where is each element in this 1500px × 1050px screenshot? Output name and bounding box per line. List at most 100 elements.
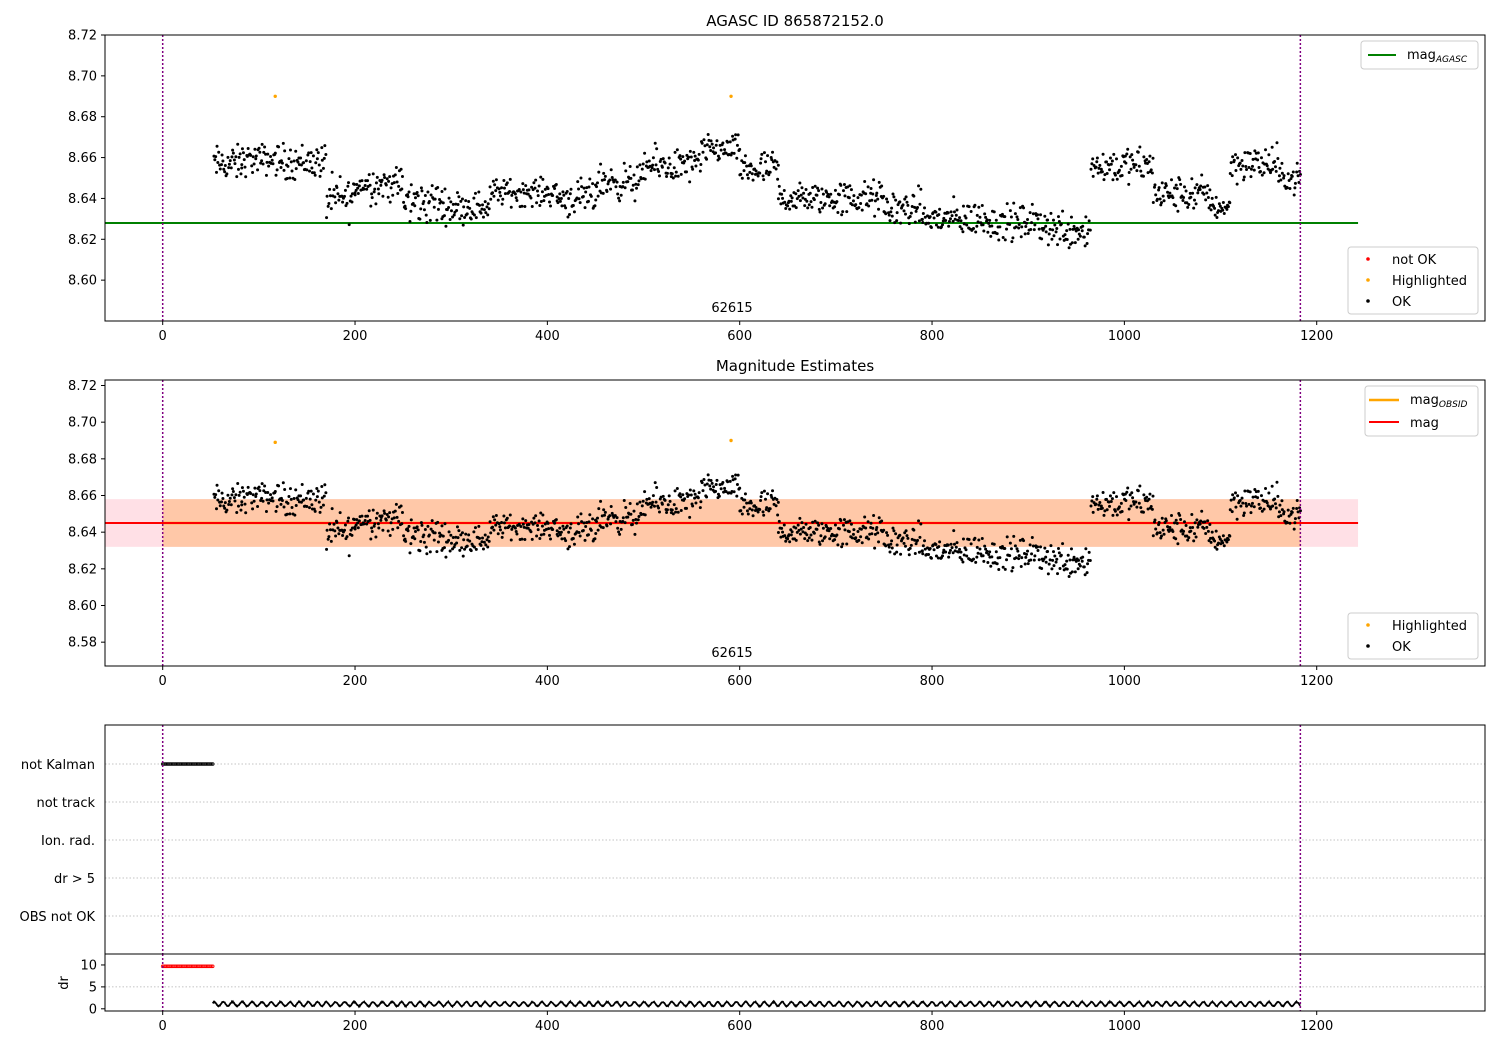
ok-point [538, 204, 542, 208]
ok-point [407, 524, 411, 528]
ok-point [923, 547, 927, 551]
ok-point [812, 198, 816, 202]
ok-point [320, 146, 324, 150]
ok-point [312, 171, 316, 175]
ok-point [1085, 242, 1089, 246]
ok-point [393, 509, 397, 513]
ok-point [584, 524, 588, 528]
ok-point [491, 515, 495, 519]
ok-point [1236, 494, 1240, 498]
ok-point [271, 499, 275, 503]
ok-point [1174, 518, 1178, 522]
ok-point [1279, 514, 1283, 518]
ok-point [890, 539, 894, 543]
ok-point [514, 530, 518, 534]
ok-point [1009, 547, 1013, 551]
ok-point [285, 176, 289, 180]
ok-point [964, 216, 968, 220]
ok-point [389, 521, 393, 525]
ok-point [254, 157, 258, 161]
ok-point [1112, 491, 1116, 495]
ok-point [954, 545, 958, 549]
ok-point [285, 512, 289, 516]
ok-point [782, 523, 786, 527]
ok-point [1259, 494, 1263, 498]
ok-point [1243, 151, 1247, 155]
ok-point [840, 213, 844, 217]
ok-point [1244, 165, 1248, 169]
ok-point [1012, 201, 1016, 205]
ok-point [1175, 521, 1179, 525]
ok-point [234, 493, 238, 497]
ok-point [374, 516, 378, 520]
ok-point [554, 183, 558, 187]
panel1-y-tick-label: 8.70 [68, 69, 97, 84]
ok-point [487, 207, 491, 211]
ok-point [1046, 550, 1050, 554]
ok-point [626, 515, 630, 519]
ok-point [702, 138, 706, 142]
ok-point [1166, 190, 1170, 194]
ok-point [454, 202, 458, 206]
ok-point [246, 147, 250, 151]
panel4-y-tick-label: 5 [89, 980, 97, 995]
ok-point [1296, 510, 1300, 514]
ok-point [1117, 505, 1121, 509]
ok-point [1017, 223, 1021, 227]
ok-point [641, 162, 645, 166]
ok-point [919, 522, 923, 526]
ok-point [546, 521, 550, 525]
panel1-legend-lines: magAGASC [1360, 40, 1479, 70]
ok-point [1282, 176, 1286, 180]
ok-point [779, 535, 783, 539]
ok-point [428, 550, 432, 554]
ok-point [647, 159, 651, 163]
ok-point [875, 191, 879, 195]
ok-point [1251, 495, 1255, 499]
ok-point [1030, 202, 1034, 206]
ok-point [1280, 161, 1284, 165]
ok-point [1123, 154, 1127, 158]
ok-point [683, 159, 687, 163]
ok-point [486, 545, 490, 549]
panel4-x-tick-label: 1000 [1108, 1019, 1141, 1034]
ok-point [500, 186, 504, 190]
ok-point [1020, 556, 1024, 560]
ok-point [774, 504, 778, 508]
ok-point [273, 490, 277, 494]
ok-point [777, 184, 781, 188]
ok-point [632, 173, 636, 177]
ok-point [743, 154, 747, 158]
ok-point [229, 503, 233, 507]
ok-point [810, 538, 814, 542]
ok-point [632, 509, 636, 513]
ok-point [223, 170, 227, 174]
ok-point [1051, 218, 1055, 222]
ok-point [992, 210, 996, 214]
ok-point [705, 495, 709, 499]
ok-point [613, 514, 617, 518]
ok-point [521, 188, 525, 192]
ok-point [690, 165, 694, 169]
ok-point [929, 225, 933, 229]
ok-point [406, 195, 410, 199]
ok-point [591, 517, 595, 521]
ok-point [250, 501, 254, 505]
ok-point [567, 197, 571, 201]
ok-point [539, 200, 543, 204]
ok-point [478, 203, 482, 207]
ok-point [580, 185, 584, 189]
ok-point [1250, 501, 1254, 505]
ok-point [654, 163, 658, 167]
ok-point [624, 505, 628, 509]
ok-point [1179, 182, 1183, 186]
ok-point [1256, 158, 1260, 162]
ok-point [473, 526, 477, 530]
ok-point [1187, 536, 1191, 540]
ok-point [974, 560, 978, 564]
ok-point [1190, 513, 1194, 517]
ok-point [467, 533, 471, 537]
ok-point [488, 520, 492, 524]
ok-point [1111, 513, 1115, 517]
ok-point [795, 197, 799, 201]
